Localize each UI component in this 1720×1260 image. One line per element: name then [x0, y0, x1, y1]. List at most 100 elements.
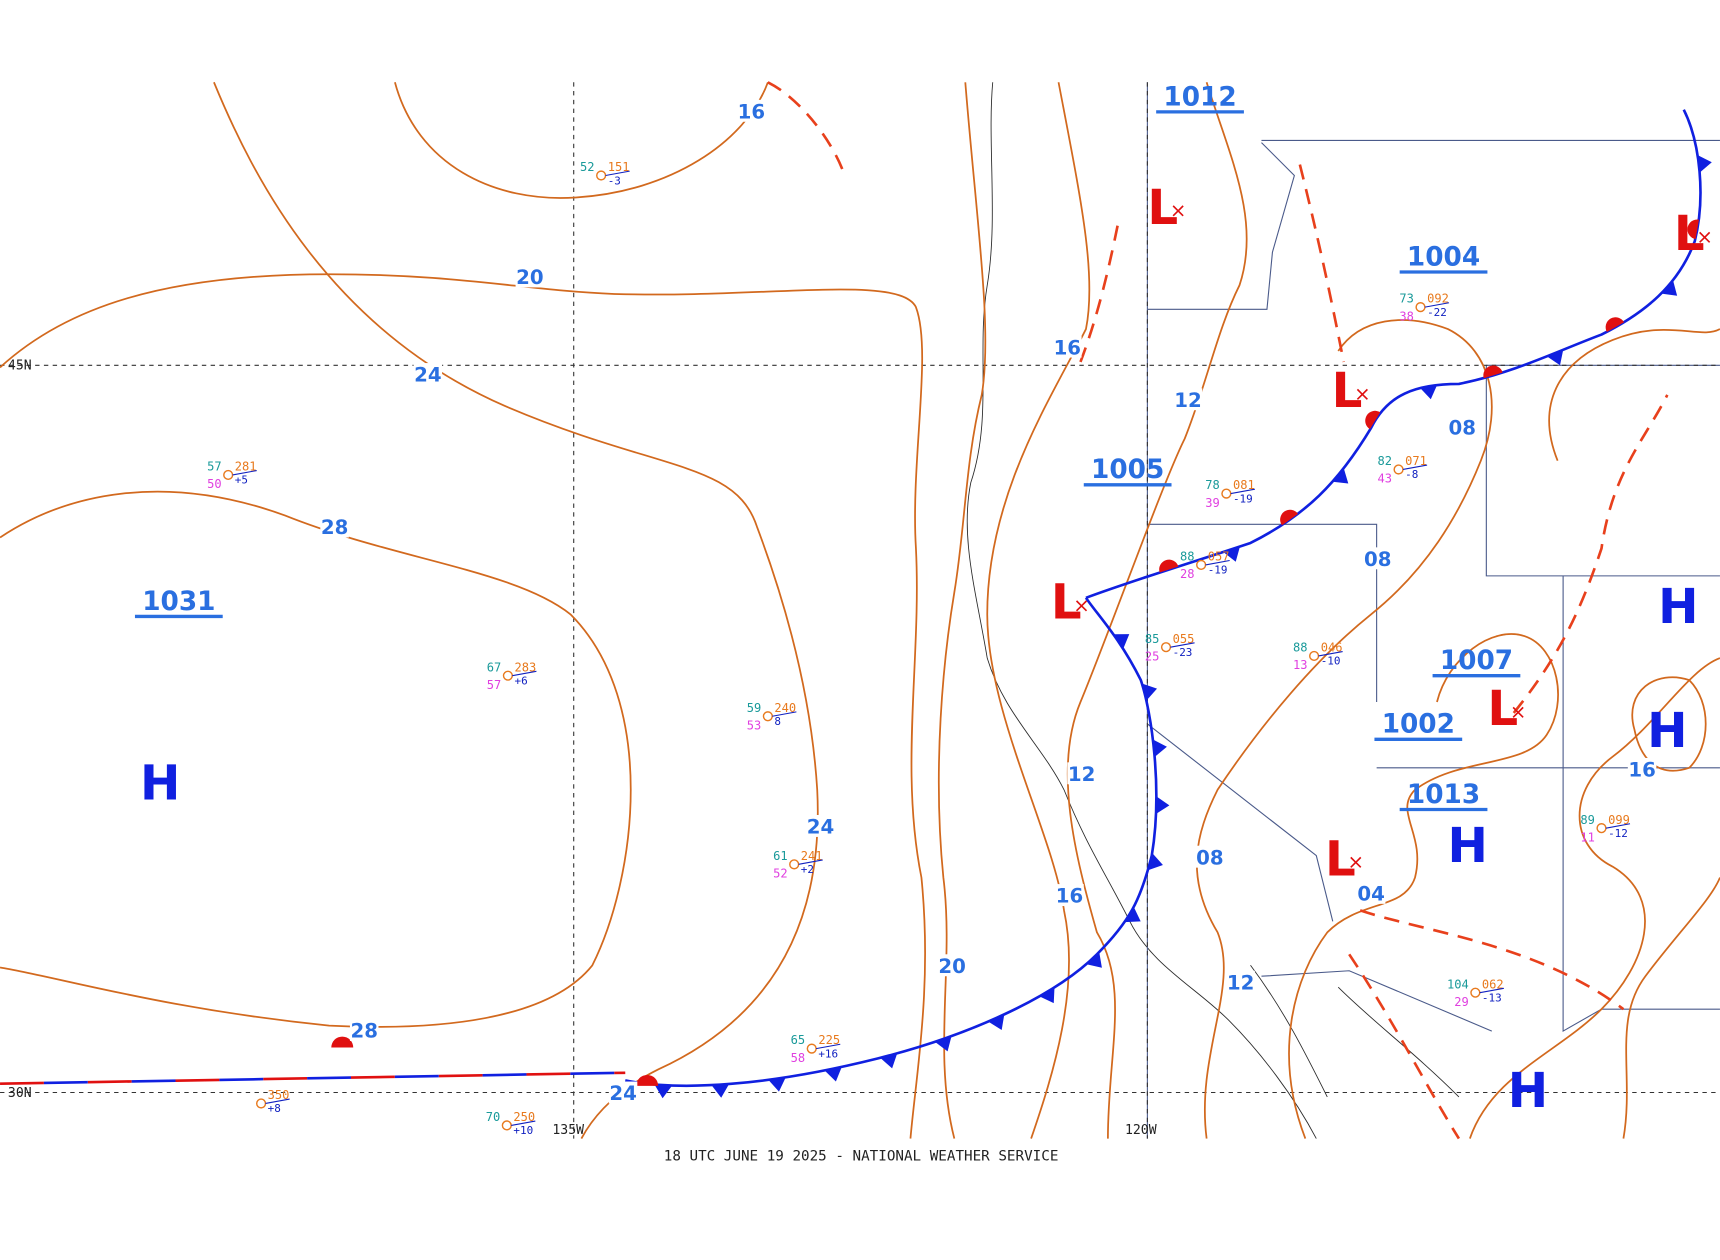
- front-triangle: [711, 1084, 730, 1098]
- front-triangle: [934, 1036, 952, 1052]
- station-temp: 52: [580, 160, 595, 174]
- station-dewpoint: 57: [487, 678, 502, 692]
- station-tendency: +5: [235, 474, 248, 487]
- isobar-label-bg: [1067, 762, 1096, 785]
- trough: [1348, 953, 1461, 1140]
- low-center: L: [1487, 681, 1518, 737]
- station-circle: [1596, 823, 1607, 834]
- station-tendency: +16: [818, 1047, 838, 1060]
- isobar-label-bg: [515, 265, 545, 288]
- station-pressure: 071: [1405, 454, 1427, 468]
- isobar-label: 08: [1448, 416, 1475, 439]
- station-pressure: 350: [268, 1088, 290, 1102]
- station-tendency: -12: [1608, 827, 1628, 840]
- station-temp: 73: [1399, 292, 1414, 306]
- wind-barb: [265, 1098, 290, 1105]
- pressure-label: 1002: [1382, 710, 1455, 740]
- station-circle: [789, 859, 800, 870]
- front-triangle: [1419, 384, 1438, 400]
- wind-barb: [511, 1120, 536, 1126]
- isobar-label: 12: [1227, 971, 1254, 994]
- trough: [1298, 164, 1346, 363]
- low-center: L: [1051, 575, 1082, 631]
- wind-barb: [605, 170, 630, 177]
- isobar-label-bg: [1226, 970, 1255, 993]
- isobar-label: 12: [1174, 389, 1201, 412]
- trough: [1512, 394, 1669, 714]
- isobar-label: 16: [1628, 759, 1655, 782]
- high-center: H: [1647, 703, 1687, 759]
- station-circle: [1309, 650, 1320, 662]
- wind-barb: [816, 1043, 841, 1050]
- wind-barb: [512, 670, 537, 677]
- front-triangle: [880, 1053, 898, 1069]
- station-pressure: 055: [1173, 632, 1195, 646]
- pressure-label: 1007: [1440, 646, 1513, 676]
- isobar-label: 20: [516, 266, 543, 289]
- station-pressure: 283: [514, 660, 536, 674]
- center-mark: ×: [1348, 851, 1365, 874]
- station-circle: [223, 469, 234, 481]
- isobar: [986, 82, 1091, 1139]
- station-pressure: 250: [513, 1110, 535, 1124]
- station-pressure: 225: [818, 1033, 840, 1047]
- high-center: H: [1658, 579, 1698, 635]
- front-triangle: [1697, 155, 1712, 173]
- station-dewpoint: 28: [1180, 567, 1195, 581]
- isobar-label: 24: [414, 364, 441, 387]
- station-temp: 88: [1293, 641, 1308, 655]
- stationary-front: [0, 1071, 626, 1086]
- isobar: [1066, 82, 1248, 1139]
- station-tendency: -13: [1482, 991, 1502, 1004]
- isobar-label: 08: [1364, 548, 1391, 571]
- isobar-label-bg: [608, 1081, 638, 1104]
- isobar-label: 16: [1054, 336, 1081, 359]
- wind-barb: [798, 859, 823, 865]
- station-pressure: 241: [801, 849, 823, 863]
- station-dewpoint: 43: [1377, 472, 1392, 486]
- station-circle: [1160, 642, 1172, 653]
- isobar-label: 24: [609, 1082, 636, 1105]
- station-circle: [501, 1120, 512, 1131]
- isobar: [1622, 877, 1720, 1139]
- front-triangle: [768, 1077, 786, 1092]
- wind-barb: [1605, 823, 1631, 829]
- isobar-label: 28: [321, 516, 348, 539]
- station-circle: [1393, 464, 1404, 475]
- center-mark: ×: [1170, 199, 1187, 222]
- center-mark: ×: [1073, 594, 1090, 617]
- station-dewpoint: 11: [1580, 830, 1595, 844]
- station-tendency: +6: [514, 674, 527, 687]
- lon-label: 135W: [552, 1123, 584, 1138]
- station-dewpoint: 52: [773, 867, 788, 881]
- station-tendency: -10: [1321, 655, 1341, 668]
- pressure-label: 1005: [1091, 455, 1164, 485]
- front-semicircle: [331, 1036, 354, 1048]
- center-mark: ×: [1510, 700, 1527, 723]
- station-tendency: 8: [774, 715, 781, 728]
- front-triangle: [1223, 546, 1240, 562]
- station-circle: [255, 1098, 267, 1109]
- isobar-label-bg: [320, 515, 349, 538]
- isobar: [0, 490, 632, 1028]
- coastline: [966, 82, 1317, 1139]
- isobar-label: 04: [1357, 883, 1384, 906]
- front-triangle: [1332, 468, 1349, 484]
- front-triangle: [654, 1084, 673, 1099]
- front-triangle: [1086, 952, 1102, 968]
- isobar-label: 08: [1196, 846, 1223, 869]
- isobar-label-bg: [1173, 388, 1203, 411]
- isobar-label-bg: [1055, 884, 1084, 907]
- isobar-label: 16: [1056, 885, 1083, 908]
- station-temp: 82: [1377, 454, 1392, 468]
- station-dewpoint: 38: [1399, 309, 1414, 323]
- wind-barb: [1170, 642, 1195, 648]
- station-temp: 70: [486, 1110, 501, 1124]
- wind-barb: [1205, 559, 1230, 566]
- station-pressure: 092: [1427, 292, 1449, 306]
- station-tendency: -23: [1173, 646, 1193, 659]
- lon-label: 120W: [1125, 1123, 1157, 1138]
- isobar: [1288, 633, 1559, 1139]
- front-triangle: [1661, 280, 1678, 296]
- front-semicircle: [1605, 317, 1625, 332]
